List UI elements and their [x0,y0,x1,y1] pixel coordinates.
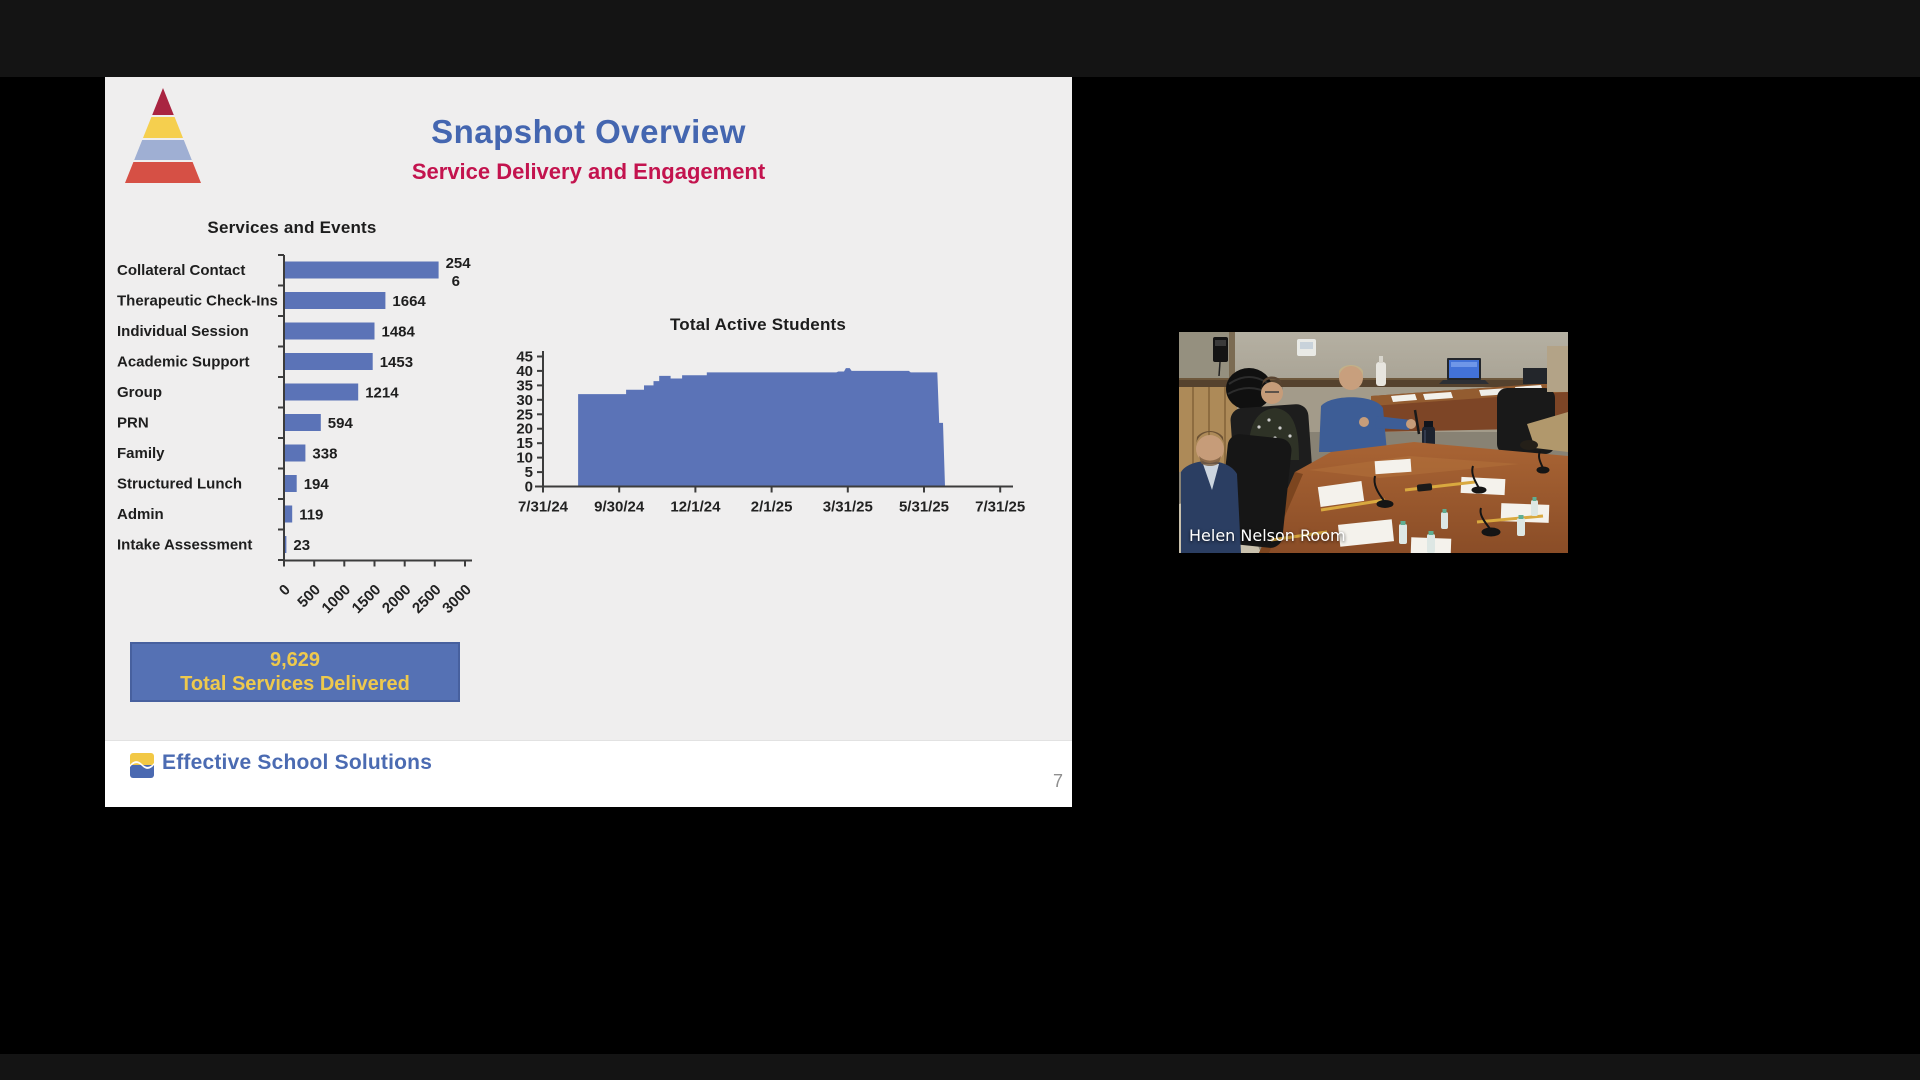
pencils-folders [1270,480,1544,542]
svg-text:23: 23 [293,537,310,554]
thermostat [1297,339,1316,356]
svg-text:Admin: Admin [117,506,164,523]
svg-text:7/31/25: 7/31/25 [975,499,1025,516]
svg-text:45: 45 [516,349,533,366]
person-right-edge [1520,346,1568,452]
svg-text:Academic Support: Academic Support [117,354,250,371]
svg-text:1000: 1000 [319,581,355,617]
svg-text:3000: 3000 [439,581,475,617]
svg-text:7/31/24: 7/31/24 [518,499,569,516]
footer-brand: Effective School Solutions [162,751,433,774]
svg-text:194: 194 [304,476,330,493]
svg-text:10: 10 [516,450,533,467]
microphones [1373,450,1550,537]
ess-logo-icon [130,753,154,778]
svg-text:Structured Lunch: Structured Lunch [117,476,242,493]
total-services-value: 9,629 [269,649,321,671]
svg-text:PRN: PRN [117,415,149,432]
svg-text:20: 20 [516,421,533,438]
svg-text:12/1/24: 12/1/24 [670,499,721,516]
svg-text:1453: 1453 [380,354,413,371]
svg-text:1214: 1214 [365,385,399,402]
svg-text:5: 5 [525,464,533,481]
laptop [1439,358,1489,384]
page-number: 7 [1052,771,1063,791]
water-bottles [1399,497,1538,553]
svg-text:594: 594 [328,415,354,432]
svg-text:119: 119 [299,507,323,524]
svg-text:Family: Family [117,445,165,462]
bar-chart-title: Services and Events [207,218,377,237]
person-blue-shirt [1319,365,1421,452]
letterbox-bottom [0,1054,1920,1080]
svg-text:35: 35 [516,377,533,394]
svg-text:Therapeutic Check-Ins: Therapeutic Check-Ins [117,293,278,310]
svg-text:338: 338 [312,446,337,463]
pyramid-logo-icon [125,88,201,183]
svg-text:2000: 2000 [379,581,415,617]
svg-text:40: 40 [516,363,533,380]
svg-text:5/31/25: 5/31/25 [899,499,949,516]
svg-text:9/30/24: 9/30/24 [594,499,645,516]
svg-text:254: 254 [446,255,472,272]
svg-text:1664: 1664 [392,293,426,310]
svg-text:2500: 2500 [409,581,445,617]
dome-speaker [1226,368,1272,410]
svg-text:1500: 1500 [349,581,385,617]
video-feed: Helen Nelson Room [1179,332,1568,553]
svg-text:Intake Assessment: Intake Assessment [117,537,252,554]
svg-text:15: 15 [516,435,533,452]
cell-phone [1416,483,1433,492]
total-services-label: Total Services Delivered [180,673,410,695]
svg-text:3/31/25: 3/31/25 [823,499,873,516]
svg-text:Group: Group [117,384,162,401]
svg-text:2/1/25: 2/1/25 [751,499,793,516]
wall-phone [1213,337,1228,377]
slide-title: Snapshot Overview [431,113,746,150]
person-suit [1181,431,1241,553]
presentation-slide: Snapshot Overview Service Delivery and E… [105,77,1072,807]
svg-text:30: 30 [516,392,533,409]
svg-text:0: 0 [525,479,533,496]
svg-text:25: 25 [516,406,533,423]
svg-text:Individual Session: Individual Session [117,323,249,340]
svg-text:6: 6 [452,273,460,290]
video-room-label: Helen Nelson Room [1189,526,1346,545]
letterbox-top [0,0,1920,77]
slide-subtitle: Service Delivery and Engagement [411,159,766,184]
svg-text:0: 0 [276,581,294,599]
area-chart-title: Total Active Students [669,315,847,334]
slide-footer [105,740,1072,807]
svg-text:Collateral Contact: Collateral Contact [117,262,245,279]
hand-sanitizer-bottle [1376,356,1386,386]
svg-text:1484: 1484 [382,324,416,341]
total-services-box: 9,629 Total Services Delivered [130,642,460,702]
